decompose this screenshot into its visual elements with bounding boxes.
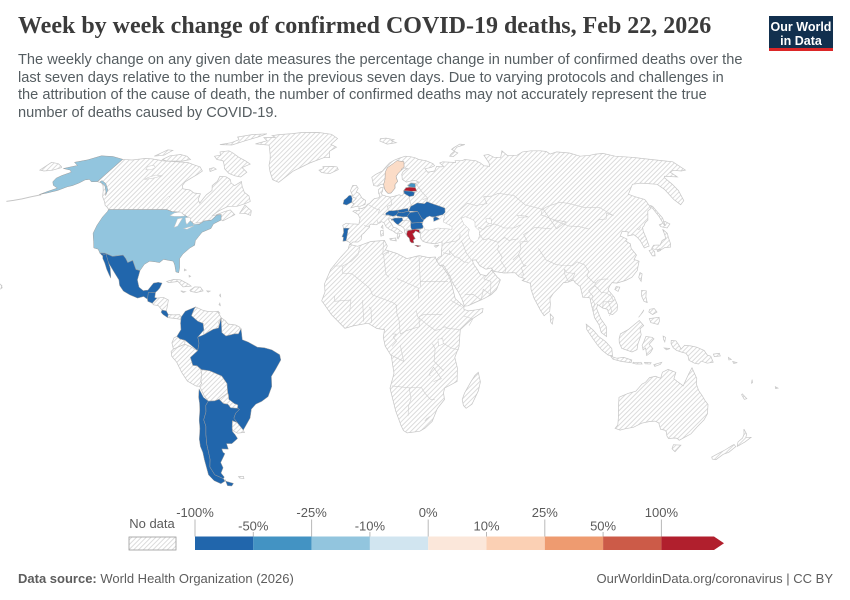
svg-text:-100%: -100% bbox=[176, 505, 214, 520]
svg-text:-50%: -50% bbox=[238, 519, 269, 534]
svg-text:-25%: -25% bbox=[296, 505, 327, 520]
svg-text:10%: 10% bbox=[473, 519, 499, 534]
svg-text:100%: 100% bbox=[645, 505, 679, 520]
svg-text:-10%: -10% bbox=[355, 519, 386, 534]
svg-text:25%: 25% bbox=[532, 505, 558, 520]
svg-text:0%: 0% bbox=[419, 505, 438, 520]
svg-text:No data: No data bbox=[129, 516, 175, 531]
svg-text:50%: 50% bbox=[590, 519, 616, 534]
